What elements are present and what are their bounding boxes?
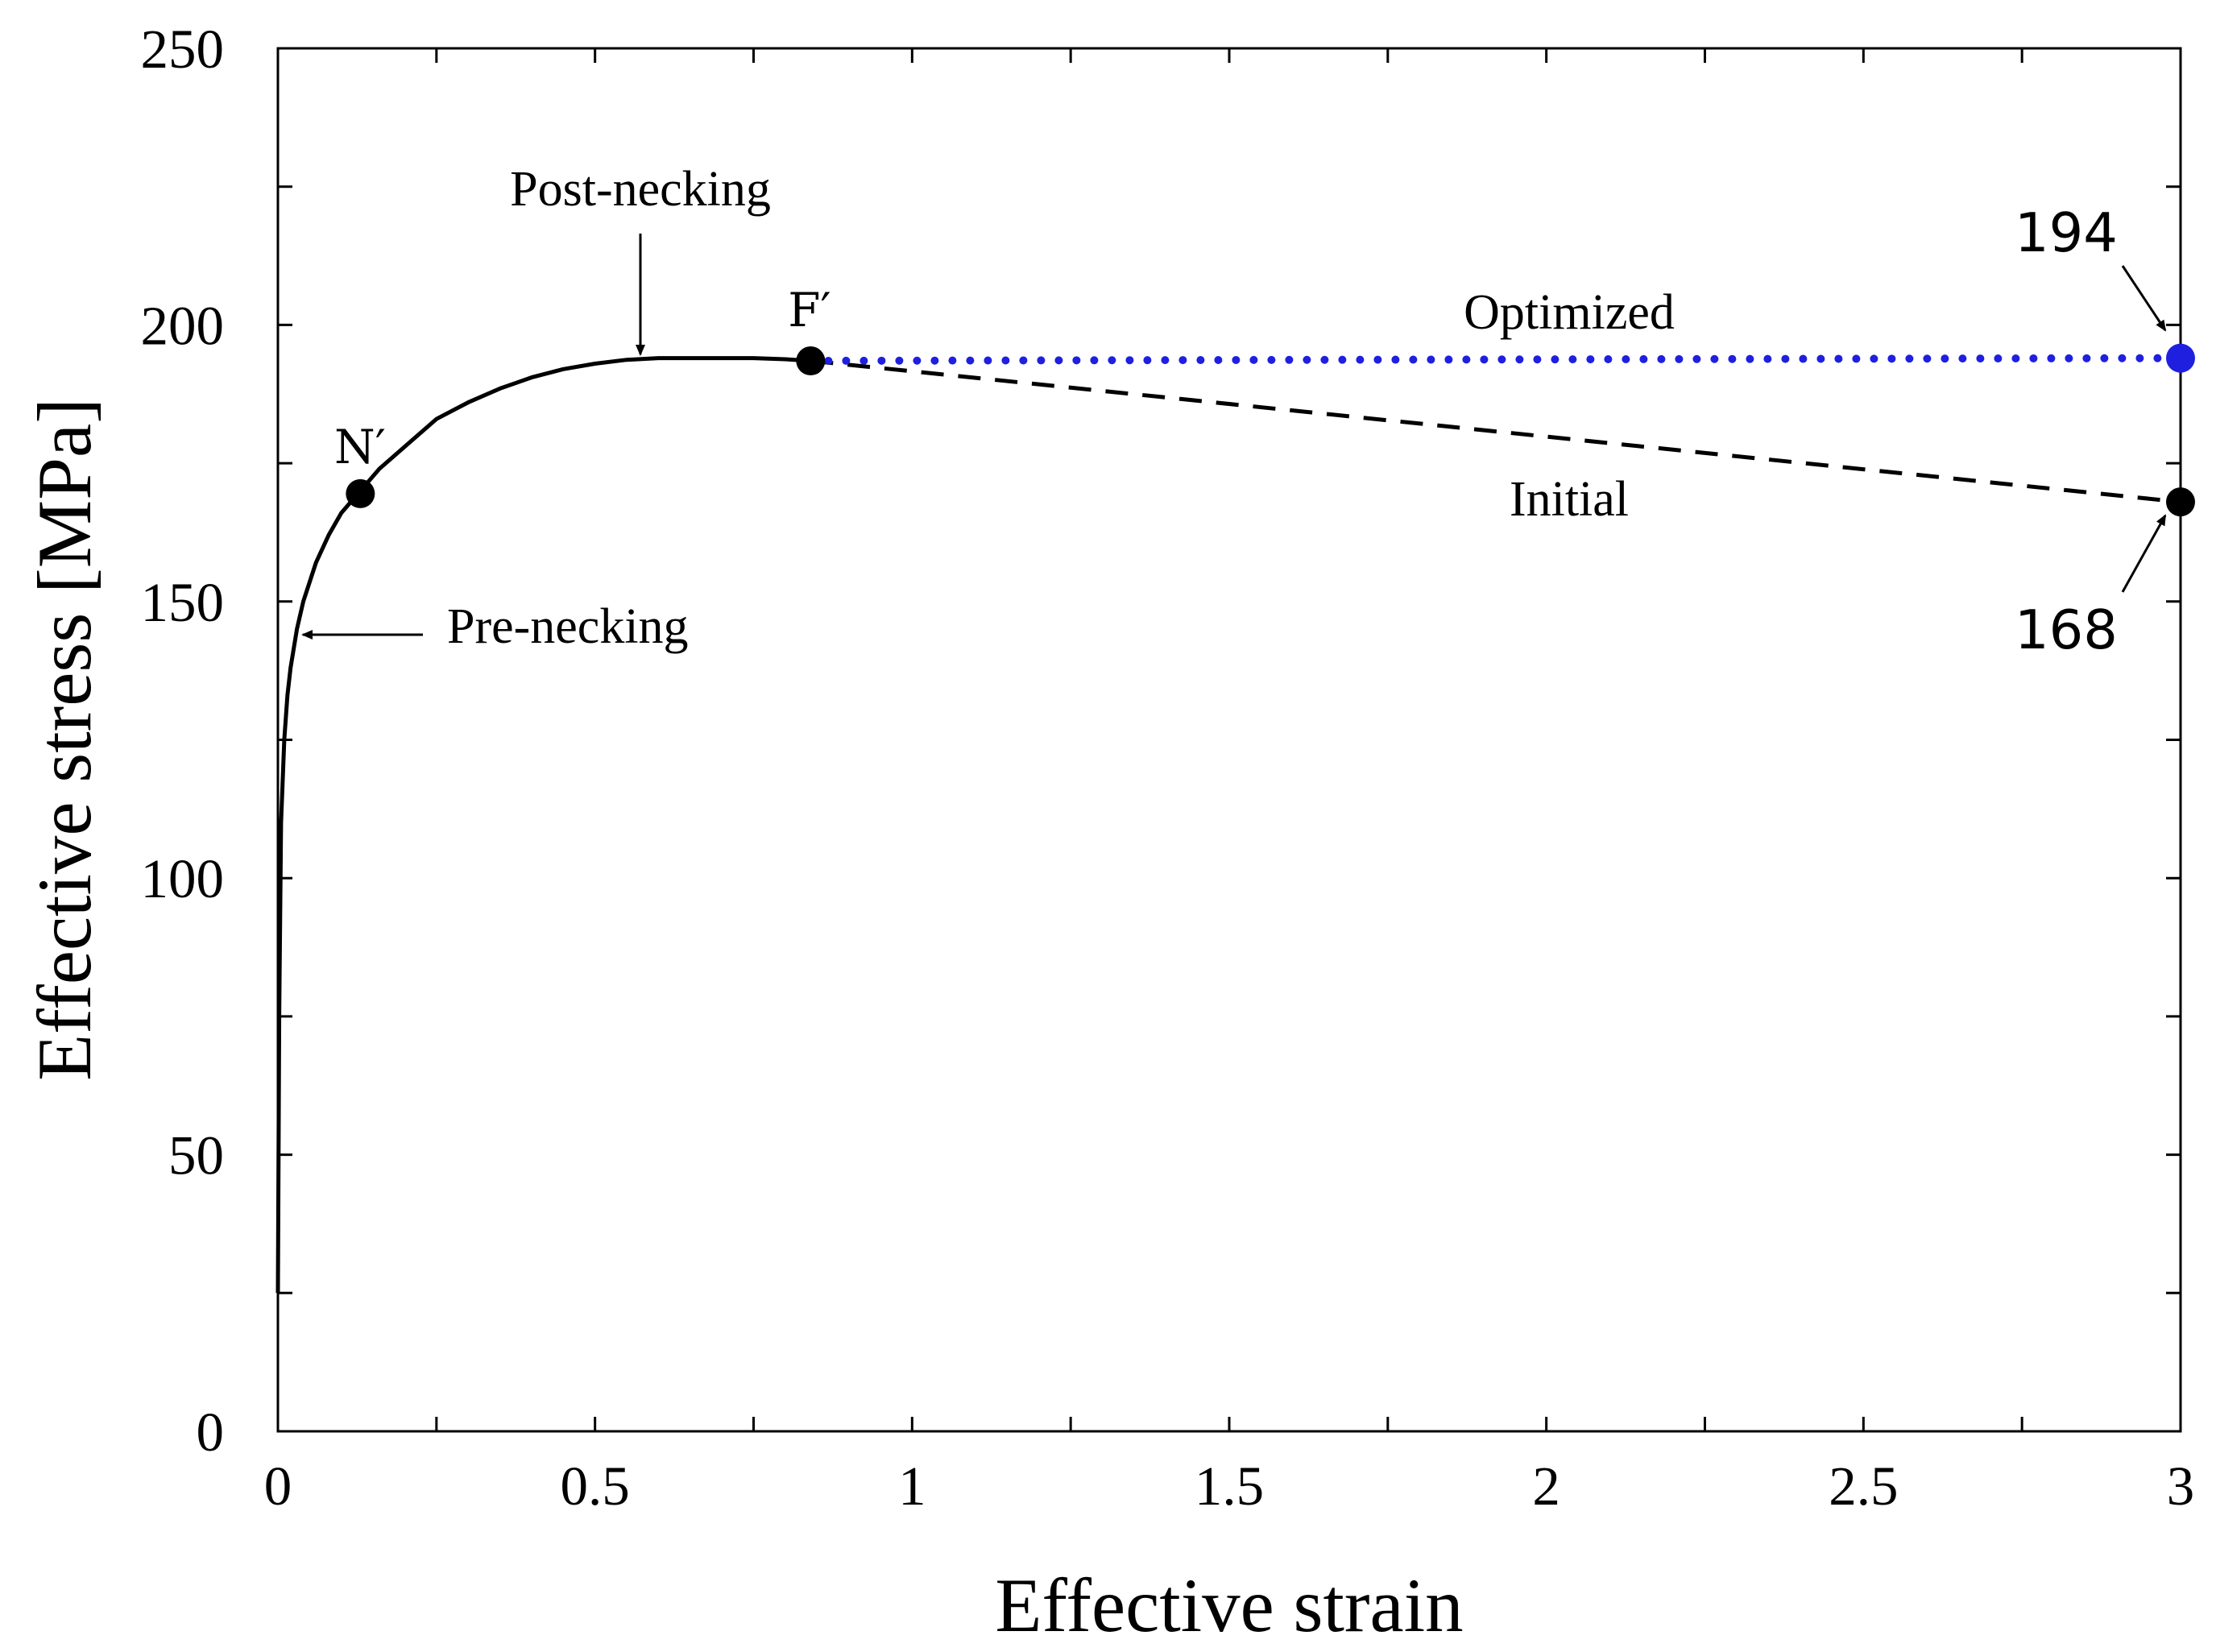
x-tick-label: 0: [264, 1455, 292, 1517]
value-194-arrow: [2121, 265, 2167, 332]
marker-194-point: [2166, 343, 2195, 373]
f-prime-label: F′: [788, 283, 830, 337]
x-tick-label: 1: [898, 1455, 926, 1517]
x-tick-label: 0.5: [561, 1455, 630, 1517]
x-axis-title: Effective strain: [995, 1563, 1463, 1648]
y-tick-label: 50: [168, 1125, 224, 1186]
y-tick-label: 100: [141, 848, 225, 909]
x-tick-label: 2: [1532, 1455, 1560, 1517]
plot-frame: [276, 47, 2182, 1433]
y-tick-label: 0: [197, 1402, 225, 1463]
pre-necking-label: Pre-necking: [447, 599, 689, 654]
series-layer: [275, 354, 2185, 1294]
n-prime-label: N′: [334, 420, 386, 474]
marker-layer: [346, 343, 2195, 517]
series-optimized-line: [806, 354, 2185, 365]
x-tick-label: 2.5: [1829, 1455, 1898, 1517]
y-tick-label: 250: [141, 19, 225, 80]
value-168-arrow: [2121, 514, 2167, 593]
y-tick-label: 200: [141, 295, 225, 356]
optimized-label: Optimized: [1464, 285, 1675, 340]
series-measured-line: [275, 356, 811, 1294]
marker-n-point: [346, 478, 375, 508]
axis-ticks: [276, 47, 2182, 1433]
x-tick-label: 3: [2167, 1455, 2195, 1517]
y-tick-label: 150: [141, 572, 225, 633]
post-necking-label: Post-necking: [510, 162, 771, 217]
value-194-label: 194: [2015, 201, 2118, 264]
x-tick-label: 1.5: [1195, 1455, 1264, 1517]
y-axis-title: Effective stress [MPa]: [22, 398, 107, 1081]
y-tick-labels: 0 50 100 150 200 250: [141, 19, 225, 1463]
series-initial-line: [810, 358, 2181, 504]
marker-168-point: [2166, 487, 2195, 517]
value-168-label: 168: [2015, 598, 2118, 661]
x-tick-labels: 0 0.5 1 1.5 2 2.5 3: [264, 1455, 2195, 1517]
initial-label: Initial: [1510, 472, 1629, 527]
marker-f-point: [796, 346, 826, 376]
